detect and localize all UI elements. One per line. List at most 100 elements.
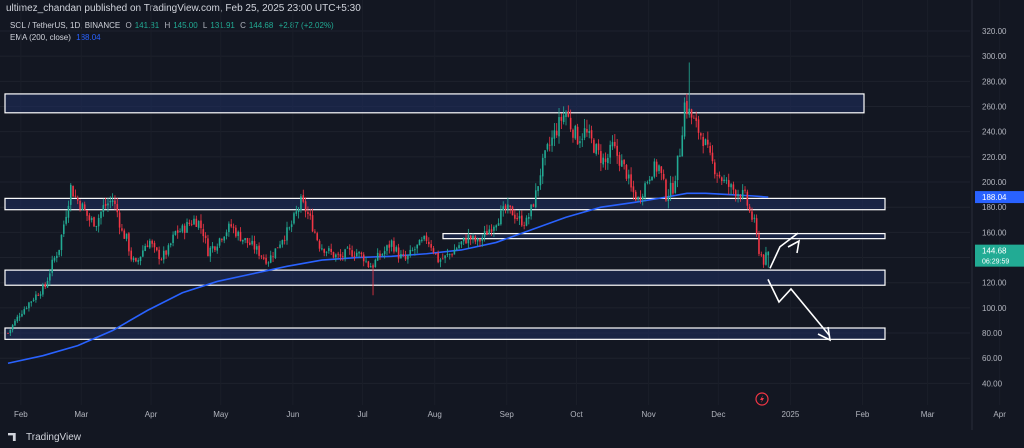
candle-body bbox=[293, 213, 295, 224]
time-tick-label: Sep bbox=[500, 410, 515, 419]
candle-body bbox=[102, 205, 105, 212]
candle-body bbox=[209, 247, 212, 257]
time-tick-label: Nov bbox=[641, 410, 655, 419]
candle-body bbox=[414, 249, 416, 251]
candle-body bbox=[267, 262, 270, 264]
candle-body bbox=[9, 329, 12, 334]
candle-body bbox=[221, 239, 223, 241]
candle-body bbox=[365, 260, 367, 262]
time-tick-label: May bbox=[213, 410, 228, 419]
candle-body bbox=[76, 197, 79, 201]
candle-body bbox=[142, 250, 144, 257]
candle-body bbox=[514, 214, 516, 219]
candle-body bbox=[586, 129, 588, 133]
candle-body bbox=[521, 215, 523, 226]
candle-body bbox=[183, 225, 186, 233]
candle-body bbox=[411, 249, 414, 251]
candle-body bbox=[655, 161, 658, 172]
candle-body bbox=[314, 231, 316, 233]
candle-body bbox=[418, 239, 421, 246]
arrow-down-line bbox=[767, 279, 830, 336]
candle-body bbox=[716, 174, 718, 176]
price-tick-label: 160.00 bbox=[982, 228, 1007, 237]
candle-body bbox=[625, 164, 628, 179]
candle-body bbox=[576, 126, 579, 145]
candle-body bbox=[395, 247, 398, 252]
candle-body bbox=[295, 211, 298, 214]
candle-body bbox=[355, 252, 358, 257]
candle-body bbox=[237, 231, 239, 236]
candle-body bbox=[695, 117, 697, 121]
last-price-badge-label: 144.68 bbox=[982, 247, 1007, 256]
candle-body bbox=[383, 251, 386, 255]
candle-body bbox=[690, 109, 693, 118]
candle-body bbox=[225, 232, 228, 237]
candle-body bbox=[583, 128, 586, 138]
candle-body bbox=[58, 249, 60, 255]
candle-body bbox=[123, 230, 126, 239]
footer: TradingView bbox=[0, 430, 1024, 448]
candle-body bbox=[290, 224, 293, 227]
candle-body bbox=[597, 143, 600, 151]
symbol-legend: SOL / TetherUS, 1D, BINANCE O 141.81 H 145… bbox=[10, 20, 337, 44]
time-tick-label: Jul bbox=[357, 410, 367, 419]
support-resistance-zone bbox=[4, 197, 886, 211]
symbol-info[interactable]: SOL / TetherUS, 1D, BINANCE bbox=[10, 21, 121, 30]
candle-body bbox=[495, 225, 498, 228]
price-tick-label: 280.00 bbox=[982, 77, 1007, 86]
candle-body bbox=[588, 130, 591, 134]
tradingview-logo[interactable]: TradingView bbox=[8, 432, 81, 443]
candle-body bbox=[607, 157, 609, 164]
candle-body bbox=[460, 241, 463, 245]
candle-body bbox=[269, 255, 272, 263]
candle-body bbox=[223, 236, 226, 241]
ema-price-badge-label: 188.04 bbox=[982, 193, 1007, 202]
candle-body bbox=[179, 231, 181, 233]
candle-body bbox=[707, 139, 709, 145]
price-tick-label: 200.00 bbox=[982, 178, 1007, 187]
candle-body bbox=[332, 252, 335, 258]
price-axis[interactable]: 320.00 300.00 280.00 260.00 240.00 220.00 200.… bbox=[982, 27, 1007, 388]
candle-body bbox=[739, 194, 742, 199]
candle-body bbox=[388, 244, 391, 248]
candle-body bbox=[569, 117, 572, 130]
lightning-icon[interactable] bbox=[755, 392, 769, 406]
ema-label[interactable]: EMA (200, close) bbox=[10, 33, 71, 42]
candle-body bbox=[683, 102, 686, 137]
candle-body bbox=[176, 230, 179, 233]
candle-body bbox=[146, 245, 149, 248]
candle-body bbox=[581, 138, 584, 140]
candle-body bbox=[344, 249, 346, 258]
candle-body bbox=[748, 206, 751, 212]
time-axis[interactable]: Feb Mar Apr May Jun Jul Aug Sep Oct Nov Dec 2025 Feb… bbox=[14, 410, 1024, 419]
price-tick-label: 260.00 bbox=[982, 103, 1007, 112]
candle-body bbox=[216, 246, 219, 251]
candle-body bbox=[432, 248, 435, 253]
candle-body bbox=[235, 227, 237, 237]
candle-body bbox=[30, 301, 33, 303]
candle-body bbox=[83, 204, 86, 210]
candle-body bbox=[162, 250, 165, 260]
candle-body bbox=[21, 313, 23, 317]
candle-body bbox=[376, 252, 379, 261]
candle-body bbox=[204, 235, 207, 239]
time-tick-label: Oct bbox=[570, 410, 583, 419]
candle-body bbox=[534, 190, 537, 208]
candle-body bbox=[244, 238, 246, 241]
candle-body bbox=[516, 217, 518, 220]
candle-body bbox=[358, 251, 360, 254]
candle-body bbox=[676, 155, 679, 181]
candle-body bbox=[574, 125, 577, 139]
candle-body bbox=[104, 204, 107, 206]
candle-body bbox=[190, 223, 193, 225]
ema-value: 188.04 bbox=[76, 33, 101, 42]
price-tick-label: 120.00 bbox=[982, 279, 1007, 288]
candle-body bbox=[579, 141, 581, 144]
candle-body bbox=[125, 233, 128, 239]
time-tick-label: Aug bbox=[428, 410, 442, 419]
candle-body bbox=[646, 182, 649, 183]
candle-body bbox=[727, 180, 730, 187]
candle-body bbox=[648, 179, 651, 182]
candle-body bbox=[609, 144, 611, 158]
